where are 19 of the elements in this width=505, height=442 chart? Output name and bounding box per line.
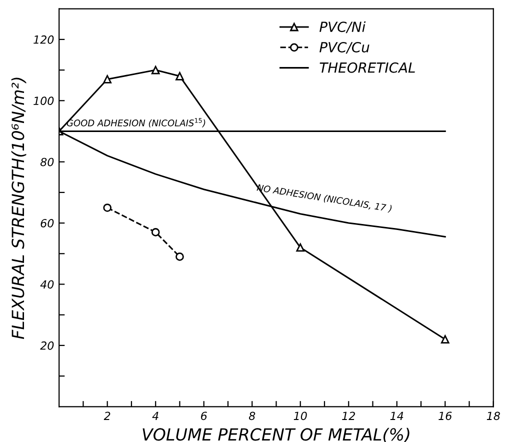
legend-label: PVC/Cu xyxy=(320,42,370,54)
y-tick-label: 80 xyxy=(40,158,54,166)
y-tick-label: 100 xyxy=(34,96,54,106)
y-tick-label: 40 xyxy=(40,280,54,289)
legend-label: PVC/Ni xyxy=(320,21,366,34)
y-tick-label: 20 xyxy=(40,341,54,350)
x-tick-label: 14 xyxy=(390,412,404,420)
x-tick-label: 10 xyxy=(294,412,307,420)
legend-label: THEORETICAL xyxy=(320,62,415,73)
y-tick-label: 60 xyxy=(40,219,54,228)
x-tick-label: 8 xyxy=(248,412,256,420)
x-tick-label: 18 xyxy=(486,412,500,420)
x-tick-label: 6 xyxy=(201,412,207,420)
y-axis-title: FLEXURAL STRENGTH(10⁶N/m²) xyxy=(11,78,26,340)
x-tick-label: 16 xyxy=(438,412,452,420)
x-tick-label: 12 xyxy=(342,412,355,420)
x-tick-label: 2 xyxy=(104,412,110,420)
x-tick-label: 4 xyxy=(152,412,158,420)
y-tick-label: 120 xyxy=(34,35,54,44)
